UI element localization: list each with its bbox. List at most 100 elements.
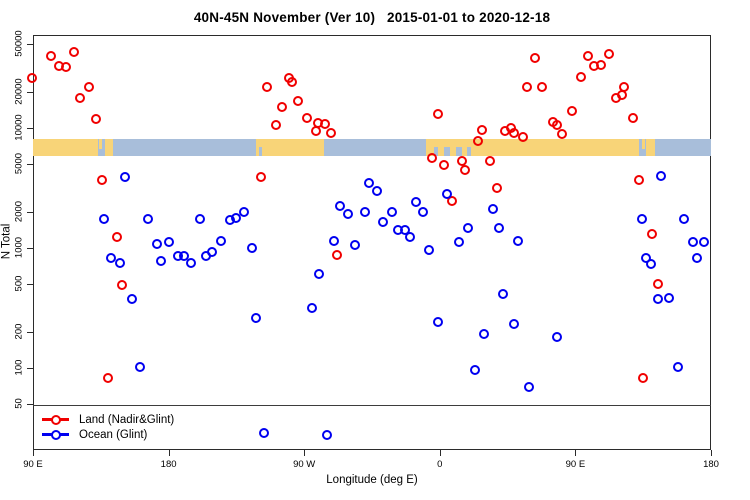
map-band-ocean-patch <box>433 146 439 156</box>
ocean-series-marker-icon <box>42 429 69 440</box>
map-band-ocean-patch <box>456 146 463 156</box>
data-point-land <box>537 82 548 93</box>
x-axis-tick <box>33 450 34 456</box>
y-axis-tick <box>27 164 33 166</box>
data-point-land <box>596 59 606 70</box>
data-point-land <box>508 127 519 138</box>
map-band-land-patch <box>642 139 646 149</box>
data-point-land <box>603 48 614 59</box>
data-point-land <box>460 165 471 176</box>
y-axis-tick <box>27 284 33 286</box>
data-point-land <box>302 112 313 123</box>
y-axis-tick <box>27 368 33 370</box>
data-point-land <box>261 82 272 93</box>
reference-line-n50 <box>33 404 711 406</box>
map-band-ocean-patch <box>259 146 262 156</box>
y-axis-tick-label: 50000 <box>13 30 25 57</box>
data-point-ocean <box>231 212 242 223</box>
map-band-ocean-patch <box>466 146 472 156</box>
data-point-ocean <box>513 235 524 246</box>
data-point-land <box>492 182 503 193</box>
data-point-ocean <box>306 302 317 313</box>
data-point-ocean <box>246 242 257 253</box>
data-point-ocean <box>251 312 261 323</box>
data-point-ocean <box>115 257 126 268</box>
data-point-ocean <box>653 294 664 304</box>
data-point-land <box>433 108 444 119</box>
map-band-ocean-segment <box>655 139 711 156</box>
data-point-land <box>83 82 94 93</box>
y-axis-tick <box>27 332 33 333</box>
data-point-ocean <box>106 252 117 263</box>
data-point-land <box>320 119 331 130</box>
data-point-ocean <box>314 268 325 279</box>
data-point-ocean <box>552 331 563 342</box>
legend: Land (Nadir&Glint) Ocean (Glint) <box>42 412 174 442</box>
data-point-land <box>529 52 540 63</box>
data-point-ocean <box>656 170 667 181</box>
legend-label-ocean: Ocean (Glint) <box>79 428 148 441</box>
data-point-land <box>446 195 457 206</box>
data-point-ocean <box>321 430 332 440</box>
data-point-ocean <box>195 213 206 224</box>
data-point-land <box>617 90 628 100</box>
data-point-ocean <box>377 217 388 228</box>
map-band-land-segment <box>646 139 656 156</box>
data-point-ocean <box>127 294 138 304</box>
x-axis-title: Longitude (deg E) <box>326 474 418 486</box>
x-axis-tick <box>711 450 712 456</box>
data-point-land <box>567 105 578 116</box>
data-point-land <box>638 372 649 383</box>
y-axis-tick <box>27 44 33 45</box>
data-point-ocean <box>442 188 453 199</box>
data-point-ocean <box>135 361 145 372</box>
data-point-land <box>457 155 468 166</box>
y-axis-tick <box>27 211 33 213</box>
data-point-ocean <box>463 223 474 234</box>
y-axis-tick <box>27 91 33 93</box>
data-point-ocean <box>329 235 340 246</box>
x-axis-tick-label: 180 <box>703 459 719 470</box>
data-point-land <box>582 51 593 62</box>
data-point-ocean <box>186 257 197 268</box>
map-band-land-segment <box>105 139 113 156</box>
data-point-ocean <box>163 236 174 247</box>
x-axis-tick-label: 0 <box>437 459 443 470</box>
x-axis-tick-label: 180 <box>160 459 177 470</box>
x-axis-tick <box>575 450 577 456</box>
data-point-ocean <box>258 428 269 439</box>
data-point-ocean <box>178 250 189 261</box>
data-point-ocean <box>216 235 227 246</box>
data-point-ocean <box>350 239 361 250</box>
data-point-land <box>46 51 57 62</box>
data-point-ocean <box>119 171 130 182</box>
legend-item-ocean: Ocean (Glint) <box>42 427 174 442</box>
data-point-land <box>439 159 450 170</box>
data-point-ocean <box>523 381 534 392</box>
data-point-land <box>68 47 79 58</box>
y-axis-tick <box>27 248 33 249</box>
x-axis-tick-label: 90 W <box>293 459 316 470</box>
data-point-ocean <box>342 208 353 219</box>
data-point-land <box>61 62 72 72</box>
y-axis-tick <box>27 404 33 406</box>
x-axis-tick <box>168 450 170 456</box>
legend-item-land: Land (Nadir&Glint) <box>42 412 174 427</box>
data-point-land <box>427 152 438 163</box>
data-point-ocean <box>469 364 480 375</box>
y-axis-tick <box>27 127 33 129</box>
data-point-ocean <box>692 252 703 263</box>
x-axis-tick-label: 90 E <box>565 459 586 470</box>
data-point-land <box>477 124 487 135</box>
data-point-ocean <box>672 361 683 372</box>
data-point-ocean <box>364 178 374 189</box>
map-band-land-patch <box>99 139 103 149</box>
data-point-land <box>653 278 664 289</box>
data-point-land <box>633 175 644 186</box>
data-point-land <box>74 92 85 103</box>
data-point-ocean <box>207 247 218 258</box>
data-point-land <box>311 125 322 136</box>
data-point-ocean <box>98 213 109 224</box>
data-point-ocean <box>156 255 167 266</box>
data-point-land <box>116 279 127 290</box>
